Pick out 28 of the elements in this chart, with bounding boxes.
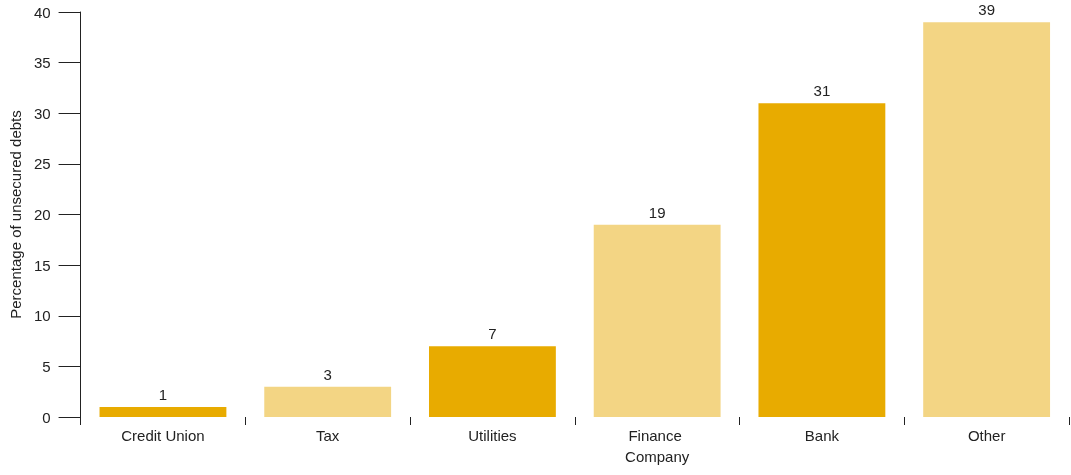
y-axis-title: Percentage of unsecured debts bbox=[7, 110, 24, 319]
y-tick-label: 10 bbox=[33, 307, 51, 325]
y-tick-label: 5 bbox=[42, 357, 51, 375]
x-tick-label: Tax bbox=[316, 427, 340, 444]
x-tick-label: Bank bbox=[804, 427, 840, 444]
y-tick-label: 40 bbox=[33, 3, 51, 21]
data-label: 31 bbox=[813, 82, 831, 100]
y-tick-label: 30 bbox=[33, 104, 51, 122]
x-tick-label: Utilities bbox=[468, 427, 517, 444]
y-tick-label: 20 bbox=[33, 206, 51, 223]
y-tick-label: 35 bbox=[33, 54, 51, 72]
x-tick-label: Other bbox=[967, 427, 1006, 444]
bar bbox=[429, 346, 556, 417]
bar bbox=[923, 22, 1051, 417]
y-tick-label: 15 bbox=[33, 256, 51, 274]
x-tick-label: Finance Company bbox=[625, 427, 690, 465]
bar bbox=[593, 224, 721, 417]
bar bbox=[99, 406, 227, 417]
y-tick-label: 25 bbox=[33, 155, 51, 173]
data-label: 19 bbox=[648, 203, 666, 221]
x-tick-label: Credit Union bbox=[121, 427, 205, 444]
data-label: 3 bbox=[323, 365, 332, 383]
data-label: 39 bbox=[978, 1, 995, 19]
y-tick-label: 0 bbox=[42, 408, 51, 426]
data-label: 1 bbox=[158, 385, 168, 403]
data-label: 7 bbox=[488, 325, 497, 343]
bar bbox=[264, 386, 392, 417]
bar bbox=[758, 103, 886, 417]
